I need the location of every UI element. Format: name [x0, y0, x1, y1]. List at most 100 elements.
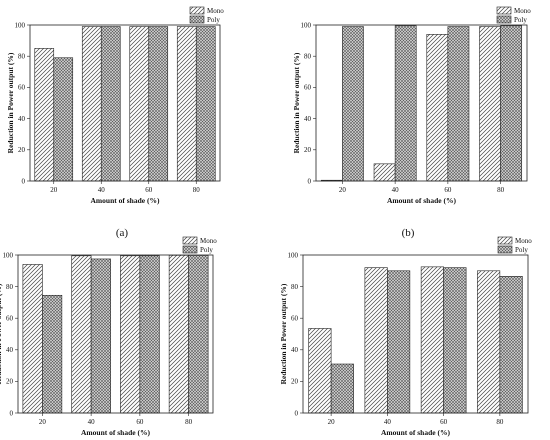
legend-swatch-poly [189, 15, 205, 24]
bar-poly-40 [394, 25, 417, 182]
y-axis-title: Reduction in Power output (%) [292, 52, 301, 153]
y-tick-label: 60 [291, 315, 299, 323]
bar-mono-80 [477, 270, 501, 414]
legend-swatch-poly [182, 245, 198, 254]
plot-frame [17, 254, 214, 414]
bar-mono-20 [308, 328, 332, 414]
y-tick-label: 40 [18, 115, 26, 123]
legend-label-mono: Mono [514, 7, 531, 15]
panel-a-chart: 20 40 60 80 0 20 40 60 80 100 Amount of shade (%) R… [6, 6, 224, 205]
y-axis-title: Reduction in Power output (%) [6, 52, 15, 153]
x-tick-label: 20 [328, 418, 336, 426]
legend-swatch-poly [497, 245, 513, 254]
legend-swatch-mono [189, 6, 205, 15]
x-tick-label: 60 [136, 418, 144, 426]
y-tick-label: 80 [291, 283, 299, 291]
bar-mono-80 [176, 26, 197, 182]
plot-frame [302, 254, 529, 414]
bar-poly-80 [195, 26, 216, 182]
x-tick-label: 80 [185, 418, 193, 426]
y-tick-label: 60 [18, 84, 26, 92]
x-axis-title: Amount of shade (%) [381, 428, 450, 437]
x-tick-label: 40 [392, 186, 400, 194]
legend-label-poly: Poly [514, 16, 527, 24]
y-tick-label: 0 [295, 409, 299, 417]
bar-poly-60 [443, 267, 467, 414]
x-tick-label: 40 [98, 186, 106, 194]
y-tick-label: 100 [288, 251, 299, 259]
y-tick-label: 100 [3, 251, 14, 259]
legend-swatch-mono [182, 236, 198, 245]
bar-mono-60 [129, 26, 150, 182]
bar-poly-20 [330, 363, 354, 414]
x-tick-label: 80 [496, 418, 504, 426]
x-axis-title: Amount of shade (%) [81, 428, 150, 437]
x-tick-label: 20 [50, 186, 58, 194]
legend-label-poly: Poly [515, 246, 528, 254]
x-tick-label: 20 [339, 186, 347, 194]
legend-swatch-poly [496, 15, 512, 24]
y-tick-label: 20 [304, 146, 312, 154]
legend-label-mono: Mono [515, 237, 532, 245]
bar-mono-40 [373, 163, 396, 182]
bar-poly-20 [342, 26, 364, 182]
x-tick-label: 80 [497, 186, 505, 194]
bar-poly-20 [53, 57, 74, 182]
y-tick-label: 0 [22, 177, 26, 185]
bar-poly-60 [139, 255, 160, 414]
bar-poly-80 [499, 276, 523, 414]
bar-mono-40 [364, 267, 388, 414]
bar-poly-40 [90, 258, 111, 414]
y-tick-label: 60 [304, 84, 312, 92]
legend-label-mono: Mono [207, 7, 224, 15]
panel-d-chart: 20 40 60 80 0 20 40 60 80 100 Amount of shade (%) R… [279, 236, 532, 437]
bar-mono-20 [34, 48, 55, 182]
legend-label-poly: Poly [207, 16, 220, 24]
x-tick-label: 60 [440, 418, 448, 426]
legend-label-poly: Poly [200, 246, 213, 254]
y-tick-label: 20 [6, 378, 14, 386]
panel-b-chart: 20 40 60 80 0 20 40 60 80 100 Amount of shade (%) R… [292, 6, 531, 205]
y-tick-label: 60 [6, 315, 14, 323]
y-tick-label: 0 [308, 177, 312, 185]
panel-label-a: (a) [116, 227, 129, 239]
y-tick-label: 40 [304, 115, 312, 123]
bar-poly-60 [148, 26, 169, 182]
y-axis-title: Reduction in Power output (%) [279, 283, 288, 384]
bar-poly-60 [447, 26, 470, 182]
bar-poly-20 [42, 294, 63, 414]
y-tick-label: 80 [18, 53, 26, 61]
y-tick-label: 40 [6, 346, 14, 354]
x-tick-label: 60 [444, 186, 452, 194]
bar-mono-60 [426, 34, 449, 182]
panel-c-chart: 20 40 60 80 0 20 40 60 80 100 Amount of shade (%) R… [0, 236, 217, 437]
bar-mono-80 [168, 255, 189, 414]
x-axis-title: Amount of shade (%) [91, 196, 160, 205]
y-axis-title: Reduction in Power output (%) [0, 283, 3, 384]
bar-mono-20 [22, 264, 43, 414]
bar-mono-80 [479, 26, 501, 182]
y-tick-label: 20 [18, 146, 26, 154]
bar-poly-80 [188, 255, 209, 414]
y-tick-label: 100 [301, 21, 312, 29]
bar-mono-40 [81, 26, 102, 182]
legend-swatch-mono [496, 6, 512, 15]
plot-frame [29, 24, 221, 182]
bar-mono-60 [420, 266, 444, 414]
plot-frame [315, 24, 528, 182]
y-tick-label: 20 [291, 378, 299, 386]
bar-poly-80 [500, 25, 523, 182]
bar-mono-40 [71, 255, 92, 414]
y-tick-label: 100 [15, 21, 26, 29]
x-tick-label: 60 [145, 186, 153, 194]
y-tick-label: 40 [291, 346, 299, 354]
legend-label-mono: Mono [200, 237, 217, 245]
x-tick-label: 40 [384, 418, 392, 426]
x-tick-label: 40 [88, 418, 96, 426]
bar-poly-40 [100, 26, 121, 182]
x-tick-label: 80 [193, 186, 201, 194]
y-tick-label: 80 [6, 283, 14, 291]
y-tick-label: 0 [10, 409, 14, 417]
panel-label-b: (b) [402, 227, 415, 239]
